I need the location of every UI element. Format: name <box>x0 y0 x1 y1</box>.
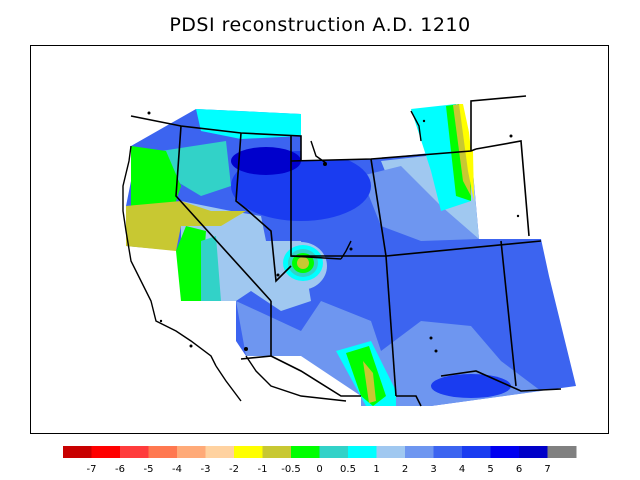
colorbar-labels: -7 -6 -5 -4 -3 -2 -1 -0.5 0 0.5 1 2 3 4 5 6 7 <box>87 464 551 475</box>
colorbar-swatch <box>63 446 92 458</box>
field-dark-east <box>431 374 511 398</box>
colorbar-tick-label: 0 <box>316 464 322 475</box>
colorbar-tick-label: 3 <box>430 464 436 475</box>
cutout-ne-gap <box>466 104 481 151</box>
colorbar-swatch <box>205 446 235 458</box>
colorbar-tick-label: -2 <box>229 464 239 475</box>
colorbar-swatches <box>63 446 577 458</box>
colorbar-swatch <box>433 446 463 458</box>
state-borders <box>130 95 562 407</box>
coastline <box>122 110 422 402</box>
colorbar-swatch <box>291 446 320 458</box>
colorbar-swatch <box>91 446 121 458</box>
pdsi-map <box>122 95 576 411</box>
colorbar-tick-label: 4 <box>459 464 465 475</box>
colorbar-tick-label: -0.5 <box>281 464 301 475</box>
colorbar-tick-label: -5 <box>144 464 154 475</box>
colorbar-swatch <box>348 446 377 458</box>
field-olive-ne <box>453 104 471 196</box>
colorbar-swatch <box>462 446 491 458</box>
colorbar-tick-label: 1 <box>373 464 379 475</box>
field-green-w <box>176 226 206 301</box>
field-teal-w <box>201 236 221 301</box>
map-frame <box>30 45 609 434</box>
colorbar-swatch <box>148 446 178 458</box>
field-light-ne <box>361 166 479 241</box>
colorbar-swatch <box>234 446 263 458</box>
field-green-nw <box>131 146 181 216</box>
colorbar-swatch <box>547 446 577 458</box>
lakes <box>147 111 520 353</box>
colorbar-tick-label: 7 <box>544 464 550 475</box>
colorbar-swatch <box>177 446 206 458</box>
colorbar-legend: -7 -6 -5 -4 -3 -2 -1 -0.5 0 0.5 1 2 3 4 5 6 7 <box>63 446 577 475</box>
map-title: PDSI reconstruction A.D. 1210 <box>169 14 471 36</box>
colorbar-swatch <box>319 446 349 458</box>
colorbar-tick-label: 2 <box>402 464 408 475</box>
colorbar-tick-label: 6 <box>516 464 522 475</box>
colorbar-tick-label: -3 <box>201 464 211 475</box>
colorbar-swatch <box>490 446 520 458</box>
colorbar-tick-label: 0.5 <box>340 464 356 475</box>
cutout-north <box>301 111 371 161</box>
colorbar-swatch <box>519 446 548 458</box>
colorbar-tick-label: -4 <box>172 464 182 475</box>
field-darkest-core <box>231 147 301 175</box>
field-yellow-ne <box>459 104 474 201</box>
cutout-mexico <box>231 356 361 411</box>
colorbar-tick-label: -7 <box>87 464 97 475</box>
colorbar-tick-label: -1 <box>258 464 268 475</box>
colorbar-tick-label: 5 <box>487 464 493 475</box>
field-olive-south <box>363 361 376 403</box>
field-olive-spot <box>297 257 309 269</box>
colorbar-swatch <box>405 446 434 458</box>
colorbar-swatch <box>262 446 292 458</box>
colorbar-tick-label: -6 <box>115 464 125 475</box>
colorbar-swatch <box>376 446 406 458</box>
colorbar-swatch <box>120 446 149 458</box>
